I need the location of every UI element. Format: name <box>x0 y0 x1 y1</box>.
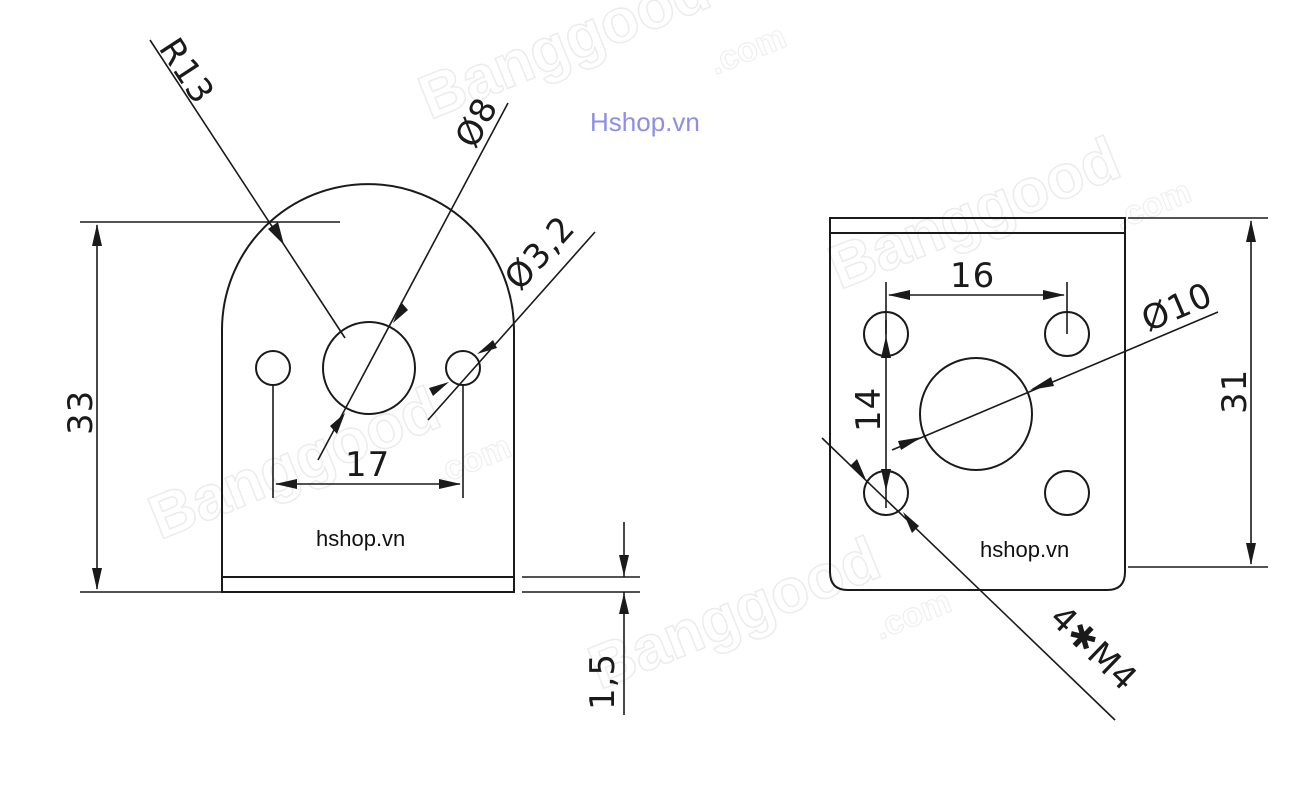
thickness-label: 1,5 <box>583 653 623 710</box>
left-side-hole-label: Ø3,2 <box>497 208 583 298</box>
thickness-arrow-bottom <box>619 593 629 614</box>
right-center-hole-leader <box>891 311 1219 451</box>
left-height-arrow-bottom <box>92 568 102 590</box>
left-side-hole-leader <box>427 231 596 421</box>
right-height-arrow-bottom <box>1246 543 1256 565</box>
left-center-hole-leader <box>317 102 509 461</box>
left-center-hole-arrow-top <box>393 302 408 323</box>
left-height-arrow-top <box>92 224 102 246</box>
right-thread-label: 4✱M4 <box>1042 598 1145 700</box>
left-side-hole-left <box>255 350 291 386</box>
left-view: 33 17 R13 Ø8 Ø3,2 1,5 hshop.vn <box>61 31 640 715</box>
right-spacing-h-label: 16 <box>950 256 995 296</box>
left-side-hole-arrow-bottom <box>429 382 449 396</box>
left-center-hole-arrow-bottom <box>330 413 345 434</box>
left-radius-arrow <box>268 222 284 245</box>
left-height-label: 33 <box>61 390 101 435</box>
watermark-domain-4: .com <box>869 582 957 647</box>
right-bracket-outline <box>829 217 1126 591</box>
left-spacing-arrow-left <box>275 479 297 489</box>
right-thread-arrow-top <box>850 459 866 480</box>
left-shop-label: hshop.vn <box>316 526 405 551</box>
site-label: Hshop.vn <box>590 107 700 137</box>
right-center-hole <box>919 357 1033 471</box>
watermark-group: Banggood .com Banggood .com Banggood .co… <box>139 0 1198 704</box>
right-hole-bottom-right <box>1044 470 1090 516</box>
right-thread-arrow-bottom <box>903 512 919 533</box>
left-radius-leader <box>149 39 346 339</box>
right-spacing-arrow-right <box>1043 290 1065 300</box>
right-shop-label: hshop.vn <box>980 537 1069 562</box>
right-height-label: 31 <box>1215 369 1255 414</box>
left-spacing-arrow-right <box>439 479 461 489</box>
left-radius-label: R13 <box>150 31 222 111</box>
right-thread-leader <box>821 437 1116 721</box>
right-center-hole-arrow-right <box>1030 377 1054 390</box>
left-bracket-outline <box>221 183 515 593</box>
left-side-hole-arrow-top <box>477 340 497 354</box>
right-spacing-v-label: 14 <box>849 387 889 432</box>
right-spacing-arrow-left <box>888 290 910 300</box>
right-spacing-v-arrow-bottom <box>881 469 891 491</box>
right-spacing-v-arrow-top <box>881 336 891 358</box>
watermark-domain-1: .com <box>704 17 792 82</box>
left-spacing-label: 17 <box>345 445 390 485</box>
right-center-hole-arrow-left <box>898 437 922 450</box>
right-center-hole-label: Ø10 <box>1136 275 1219 340</box>
thickness-arrow-top <box>619 555 629 576</box>
left-center-hole <box>322 321 416 415</box>
right-height-arrow-top <box>1246 220 1256 242</box>
